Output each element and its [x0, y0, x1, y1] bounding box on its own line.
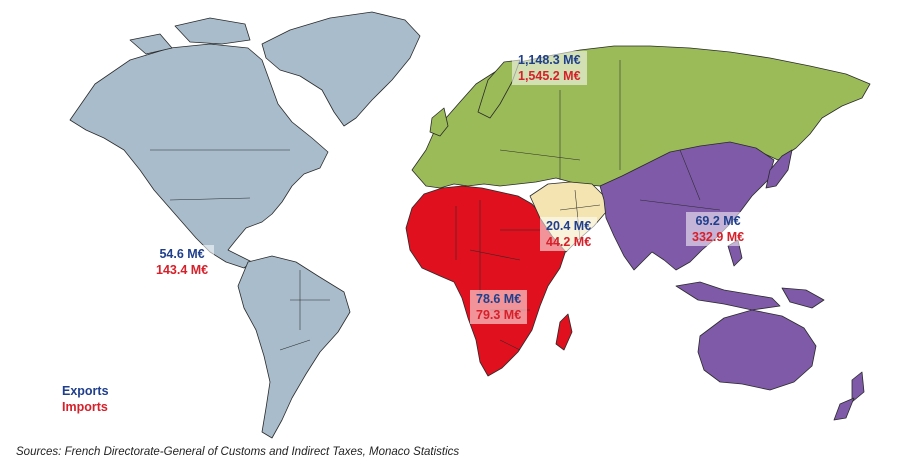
arctic-islands: [174, 17, 251, 45]
africa: [405, 185, 567, 377]
new-guinea: [781, 287, 825, 309]
middle-east-label: 20.4 M€ 44.2 M€: [540, 217, 598, 251]
legend: Exports Imports: [62, 383, 109, 415]
arctic-islands-2: [129, 33, 173, 55]
japan: [765, 149, 793, 189]
country-borders: [150, 60, 721, 351]
greenland: [261, 11, 421, 127]
middle-east-imports: 44.2 M€: [546, 235, 592, 249]
source-note: Sources: French Directorate-General of C…: [16, 446, 460, 458]
middle-east-exports: 20.4 M€: [546, 219, 592, 233]
europe-russia-imports: 1,545.2 M€: [518, 69, 581, 83]
australia: [697, 309, 817, 391]
africa-exports: 78.6 M€: [476, 292, 522, 306]
new-zealand-south: [833, 397, 855, 421]
europe-russia-exports: 1,148.3 M€: [518, 53, 581, 67]
europe-russia-label: 1,148.3 M€ 1,545.2 M€: [512, 51, 587, 85]
north-america: [69, 43, 329, 269]
africa-label: 78.6 M€ 79.3 M€: [470, 290, 528, 324]
americas-label: 54.6 M€ 143.4 M€: [150, 245, 215, 279]
asia-oceania-imports: 332.9 M€: [692, 230, 745, 244]
americas-exports: 54.6 M€: [159, 247, 205, 261]
indonesia: [675, 281, 781, 311]
africa-imports: 79.3 M€: [476, 308, 522, 322]
madagascar: [555, 313, 573, 351]
asia-oceania-exports: 69.2 M€: [695, 214, 741, 228]
americas-imports: 143.4 M€: [156, 263, 209, 277]
south-america: [237, 255, 351, 439]
asia-oceania-label: 69.2 M€ 332.9 M€: [686, 212, 751, 246]
uk: [429, 107, 449, 137]
legend-exports: Exports: [62, 384, 109, 398]
new-zealand: [851, 371, 865, 403]
legend-imports: Imports: [62, 400, 108, 414]
